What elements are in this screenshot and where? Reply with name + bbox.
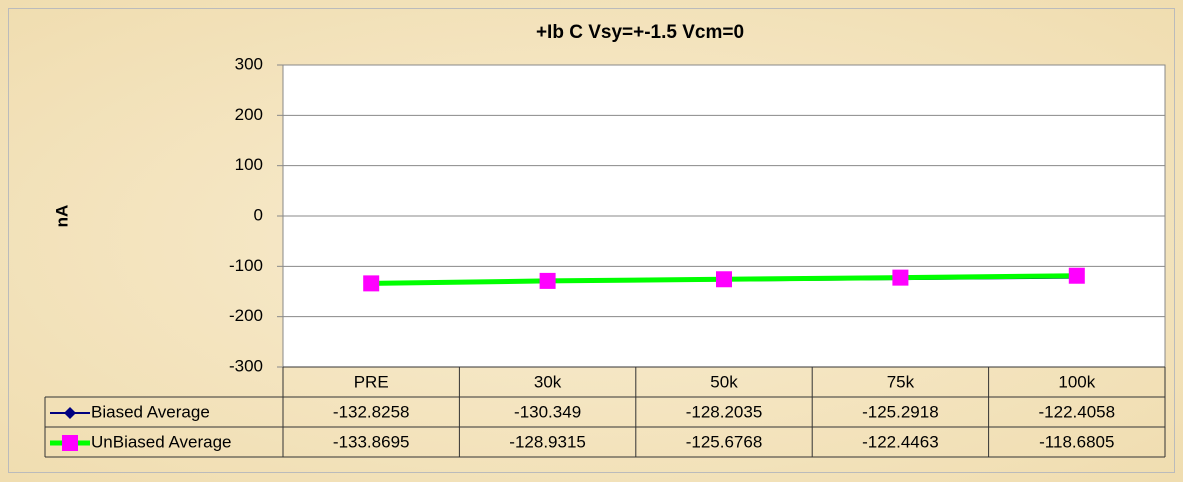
y-tick-label: 0 (254, 205, 263, 224)
legend-label: Biased Average (91, 402, 210, 421)
table-cell: -118.6805 (1039, 432, 1114, 451)
y-tick-label: -100 (229, 256, 263, 275)
x-tick-label: PRE (354, 372, 389, 391)
y-axis-label: nA (52, 205, 71, 228)
x-tick-label: 30k (534, 372, 562, 391)
table-cell: -125.6768 (686, 432, 763, 451)
table-cell: -132.8258 (333, 402, 410, 421)
marker (716, 271, 732, 288)
y-tick-label: 100 (235, 155, 263, 174)
legend-marker (64, 407, 76, 419)
marker (1068, 267, 1085, 284)
x-tick-label: 100k (1058, 372, 1095, 391)
marker (539, 272, 556, 289)
y-tick-label: 300 (235, 54, 263, 73)
x-tick-label: 50k (710, 372, 738, 391)
x-tick-label: 75k (887, 372, 915, 391)
legend-label: UnBiased Average (91, 432, 232, 451)
table-cell: -122.4058 (1039, 402, 1116, 421)
table-cell: -125.2918 (862, 402, 939, 421)
legend-marker (62, 435, 78, 451)
y-tick-label: 200 (235, 105, 263, 124)
table-cell: -128.9315 (509, 432, 586, 451)
marker (363, 275, 380, 292)
table-cell: -122.4463 (862, 432, 939, 451)
table-cell: -128.2035 (686, 402, 763, 421)
chart-title: +Ib C Vsy=+-1.5 Vcm=0 (536, 22, 744, 43)
table-cell: -130.349 (514, 402, 581, 421)
marker (892, 269, 909, 286)
y-tick-label: -300 (229, 356, 263, 375)
y-tick-label: -200 (229, 306, 263, 325)
table-cell: -133.8695 (333, 432, 410, 451)
chart-border (8, 8, 1175, 473)
